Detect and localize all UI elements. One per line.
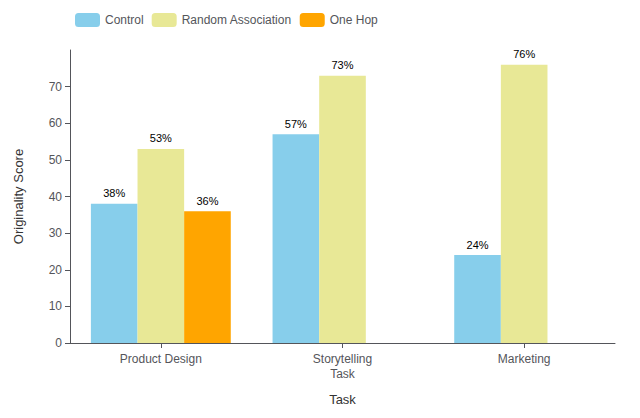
svg-text:53%: 53%: [150, 132, 172, 144]
svg-text:Marketing: Marketing: [498, 352, 551, 366]
svg-text:Random Association: Random Association: [182, 13, 291, 27]
svg-text:60: 60: [49, 116, 63, 130]
svg-text:Originality Score: Originality Score: [11, 149, 26, 244]
svg-text:0: 0: [55, 336, 62, 350]
svg-text:20: 20: [49, 263, 63, 277]
svg-text:57%: 57%: [285, 118, 307, 130]
svg-text:76%: 76%: [513, 48, 535, 60]
svg-text:30: 30: [49, 226, 63, 240]
svg-text:70: 70: [49, 80, 63, 94]
svg-text:Task: Task: [329, 392, 356, 407]
svg-text:24%: 24%: [467, 239, 489, 251]
svg-text:73%: 73%: [331, 59, 353, 71]
svg-text:50: 50: [49, 153, 63, 167]
svg-text:10: 10: [49, 299, 63, 313]
svg-text:Storytelling: Storytelling: [313, 352, 372, 366]
svg-text:38%: 38%: [103, 187, 125, 199]
svg-text:Task: Task: [330, 367, 356, 381]
svg-text:36%: 36%: [196, 195, 218, 207]
svg-text:40: 40: [49, 190, 63, 204]
svg-text:Control: Control: [105, 13, 144, 27]
svg-text:Product Design: Product Design: [120, 352, 202, 366]
svg-text:One Hop: One Hop: [330, 13, 378, 27]
